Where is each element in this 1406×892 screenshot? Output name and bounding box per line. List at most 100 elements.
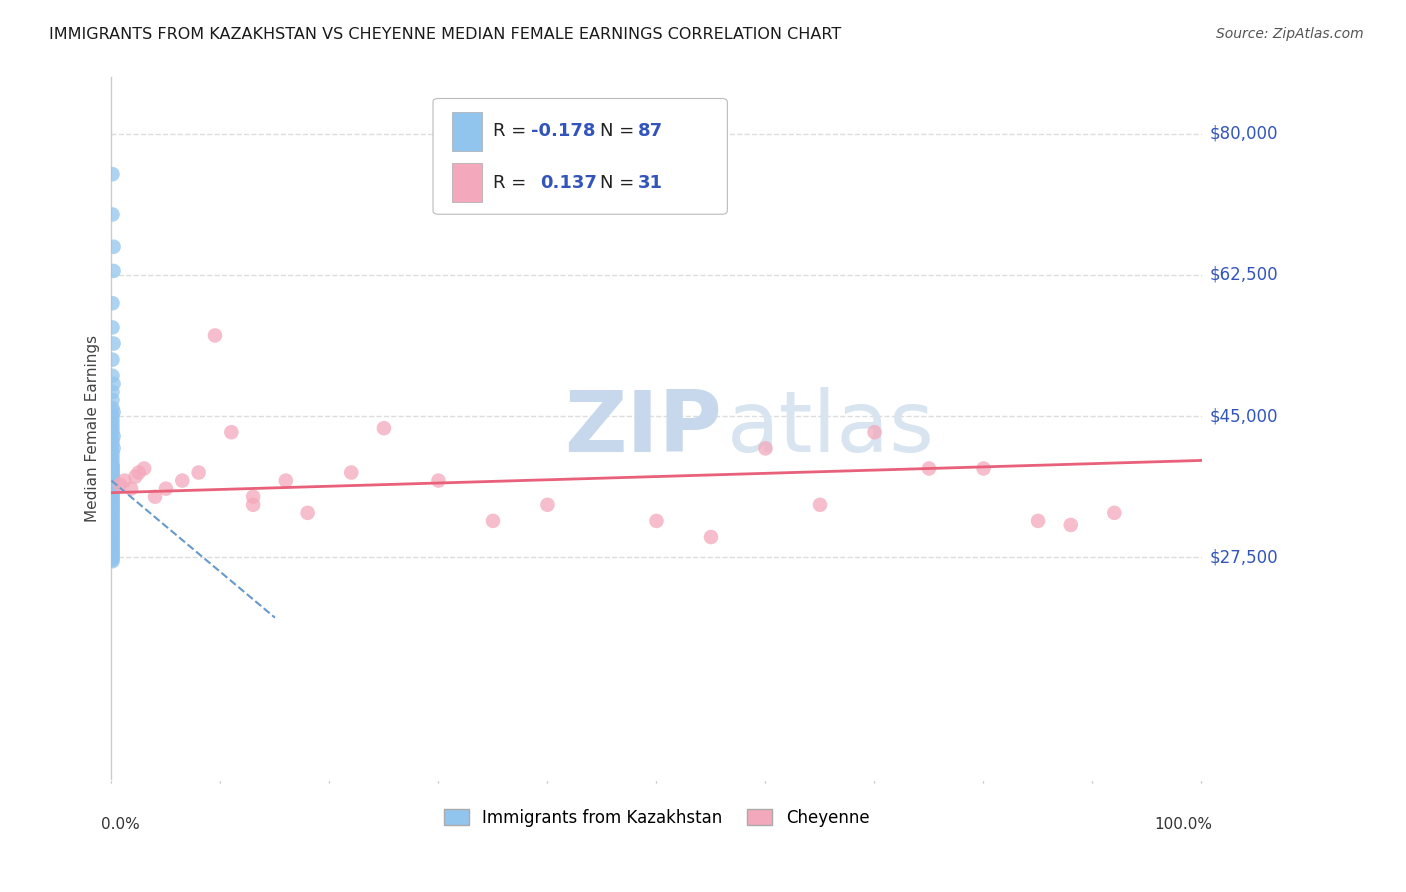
Point (101, 494, 124, 508)
Point (242, 498, 264, 512)
Point (1060, 517, 1083, 532)
Point (373, 421, 395, 435)
Point (101, 474, 124, 488)
Point (103, 376, 125, 391)
Bar (451, 163, 482, 202)
Point (101, 320, 124, 334)
Point (101, 352, 124, 367)
Point (101, 472, 124, 486)
Point (101, 409, 124, 423)
Point (101, 534, 124, 549)
Point (101, 466, 124, 480)
Point (101, 541, 124, 556)
Point (103, 336, 125, 351)
Text: Source: ZipAtlas.com: Source: ZipAtlas.com (1216, 27, 1364, 41)
Point (101, 368, 124, 383)
Point (101, 554, 124, 568)
Point (101, 533, 124, 548)
Point (101, 516, 124, 530)
Text: 0.0%: 0.0% (100, 817, 139, 832)
Point (134, 461, 156, 475)
Text: $45,000: $45,000 (1211, 407, 1278, 425)
Point (101, 525, 124, 540)
Point (700, 530, 723, 544)
Point (101, 486, 124, 500)
Point (155, 482, 177, 496)
Point (101, 401, 124, 415)
Point (172, 474, 194, 488)
Point (101, 538, 124, 552)
Point (101, 504, 124, 518)
Point (101, 498, 124, 512)
Point (101, 453, 124, 467)
Text: N =: N = (600, 122, 640, 140)
Point (101, 509, 124, 524)
Y-axis label: Median Female Earnings: Median Female Earnings (86, 334, 100, 522)
Point (101, 490, 124, 504)
Point (101, 458, 124, 472)
Point (204, 328, 226, 343)
Point (101, 496, 124, 510)
Point (103, 240, 125, 254)
Point (101, 546, 124, 560)
Point (754, 442, 776, 456)
Point (103, 405, 125, 419)
Point (101, 296, 124, 310)
Point (101, 517, 124, 532)
Point (103, 442, 125, 456)
Point (101, 167, 124, 181)
Point (187, 466, 209, 480)
Text: atlas: atlas (727, 386, 935, 470)
Point (101, 413, 124, 427)
Point (103, 429, 125, 443)
Point (297, 506, 319, 520)
Point (918, 461, 941, 475)
Point (101, 500, 124, 514)
Point (101, 502, 124, 516)
Point (101, 552, 124, 566)
Point (101, 462, 124, 476)
Point (124, 469, 146, 483)
Legend: Immigrants from Kazakhstan, Cheyenne: Immigrants from Kazakhstan, Cheyenne (437, 803, 876, 834)
Point (101, 478, 124, 492)
Text: R =: R = (494, 174, 537, 192)
Point (101, 514, 124, 528)
Point (101, 464, 124, 478)
Point (101, 530, 124, 544)
Point (101, 483, 124, 498)
Point (101, 548, 124, 562)
Point (101, 425, 124, 440)
Text: 87: 87 (638, 122, 664, 140)
Point (101, 522, 124, 536)
Point (101, 524, 124, 538)
Point (274, 474, 297, 488)
Point (101, 518, 124, 533)
Text: N =: N = (600, 174, 640, 192)
Point (101, 476, 124, 491)
Point (101, 468, 124, 483)
Point (1026, 514, 1049, 528)
Point (101, 488, 124, 502)
Point (101, 421, 124, 435)
Text: ZIP: ZIP (564, 386, 721, 470)
Point (101, 506, 124, 520)
Point (221, 425, 243, 440)
Point (101, 512, 124, 526)
Bar (451, 112, 482, 151)
Point (101, 459, 124, 474)
Point (101, 528, 124, 542)
Point (101, 437, 124, 451)
FancyBboxPatch shape (433, 98, 727, 214)
Point (101, 484, 124, 499)
Text: $27,500: $27,500 (1211, 549, 1278, 566)
Point (101, 540, 124, 554)
Point (101, 470, 124, 484)
Text: IMMIGRANTS FROM KAZAKHSTAN VS CHEYENNE MEDIAN FEMALE EARNINGS CORRELATION CHART: IMMIGRANTS FROM KAZAKHSTAN VS CHEYENNE M… (49, 27, 841, 42)
Point (128, 466, 150, 480)
Text: R =: R = (494, 122, 531, 140)
Point (101, 434, 124, 448)
Point (114, 474, 136, 488)
Point (101, 544, 124, 558)
Point (103, 264, 125, 278)
Point (101, 445, 124, 459)
